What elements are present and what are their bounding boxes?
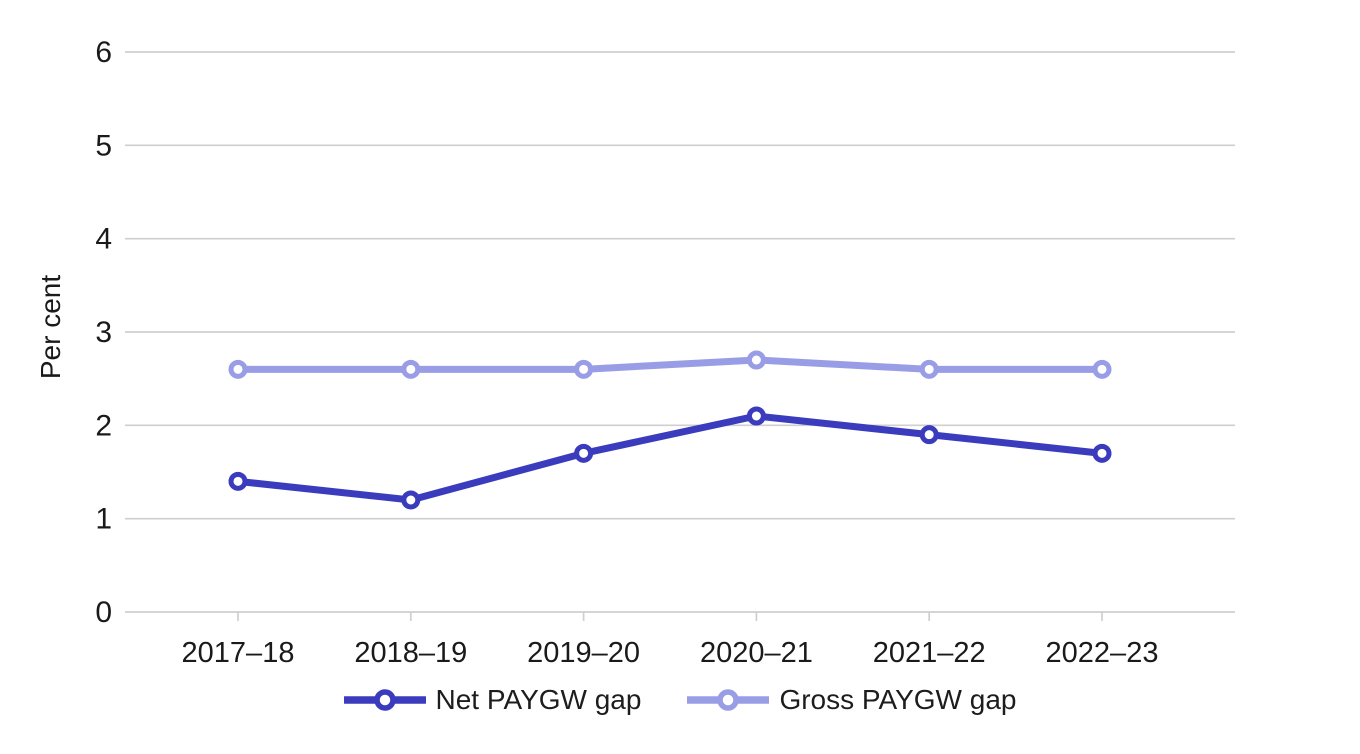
y-tick-label: 4 bbox=[95, 223, 112, 256]
data-point-marker-gross-paygw-gap[interactable] bbox=[574, 359, 594, 379]
data-point-marker-net-paygw-gap[interactable] bbox=[401, 490, 421, 510]
x-tick-label: 2018–19 bbox=[354, 637, 467, 669]
data-point-marker-net-paygw-gap[interactable] bbox=[746, 406, 766, 426]
x-tick-label: 2019–20 bbox=[527, 637, 640, 669]
data-point-marker-net-paygw-gap[interactable] bbox=[1092, 443, 1112, 463]
data-point-marker-gross-paygw-gap[interactable] bbox=[228, 359, 248, 379]
net-line-marker-icon bbox=[343, 689, 426, 711]
y-tick-label: 3 bbox=[95, 316, 112, 349]
legend-item-gross-paygw-gap[interactable]: Gross PAYGW gap bbox=[687, 684, 1016, 716]
series-line-net-paygw-gap bbox=[234, 412, 1106, 504]
x-tick-label: 2017–18 bbox=[182, 637, 295, 669]
y-tick-label: 6 bbox=[95, 36, 112, 69]
data-point-marker-gross-paygw-gap[interactable] bbox=[401, 359, 421, 379]
data-point-marker-gross-paygw-gap[interactable] bbox=[1092, 359, 1112, 379]
gross-line-marker-icon bbox=[687, 689, 770, 711]
legend: Net PAYGW gap Gross PAYGW gap bbox=[0, 684, 1360, 716]
data-point-marker-gross-paygw-gap[interactable] bbox=[919, 359, 939, 379]
legend-item-net-paygw-gap[interactable]: Net PAYGW gap bbox=[343, 684, 642, 716]
data-point-marker-net-paygw-gap[interactable] bbox=[228, 471, 248, 491]
data-point-marker-gross-paygw-gap[interactable] bbox=[746, 350, 766, 370]
y-tick-label: 0 bbox=[95, 596, 112, 629]
x-tick-label: 2021–22 bbox=[873, 637, 986, 669]
y-tick-label: 1 bbox=[95, 503, 112, 536]
y-tick-label: 5 bbox=[95, 129, 112, 162]
y-tick-label: 2 bbox=[95, 409, 112, 442]
legend-label-net-paygw-gap: Net PAYGW gap bbox=[435, 684, 642, 715]
x-tick-label: 2020–21 bbox=[700, 637, 813, 669]
legend-label-gross-paygw-gap: Gross PAYGW gap bbox=[779, 684, 1017, 715]
x-tick-label: 2022–23 bbox=[1046, 637, 1159, 669]
data-point-marker-net-paygw-gap[interactable] bbox=[919, 425, 939, 445]
series-line-gross-paygw-gap bbox=[234, 356, 1106, 373]
data-point-marker-net-paygw-gap[interactable] bbox=[574, 443, 594, 463]
